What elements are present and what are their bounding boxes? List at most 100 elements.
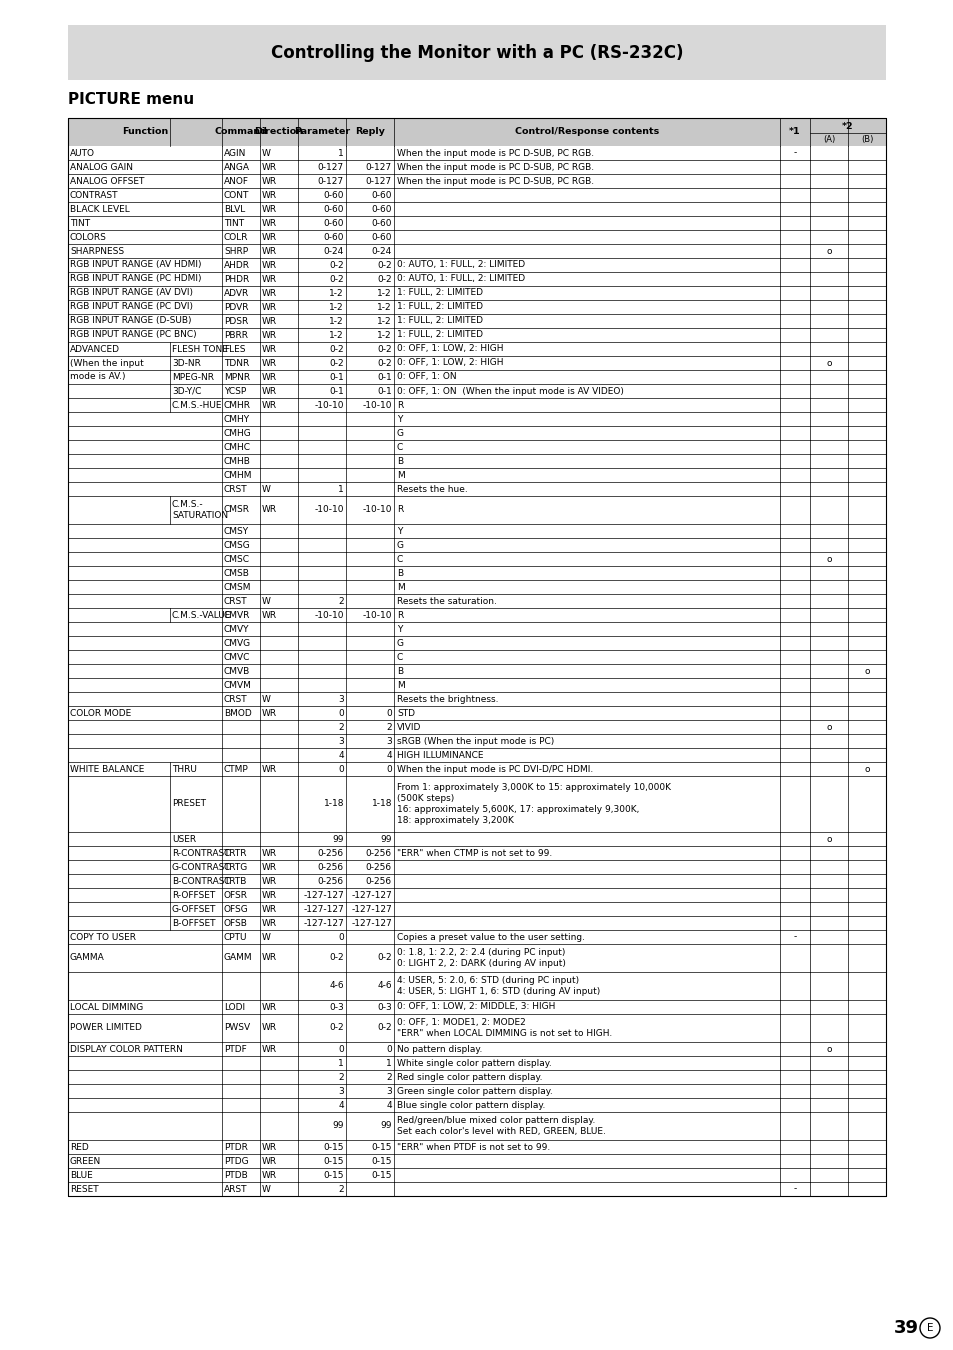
Text: WR: WR [262,876,276,886]
Text: W: W [262,1184,271,1193]
Bar [68,902,885,917]
Bar [68,873,885,888]
Text: W: W [262,933,271,941]
Bar [68,328,885,342]
Text: From 1: approximately 3,000K to 15: approximately 10,000K
(500K steps)
16: appro: From 1: approximately 3,000K to 15: appr… [396,783,670,825]
Text: 0-2: 0-2 [329,1023,344,1033]
Text: 0: OFF, 1: ON: 0: OFF, 1: ON [396,373,456,382]
Text: WR: WR [262,1170,276,1180]
Text: No pattern display.: No pattern display. [396,1045,482,1053]
Text: -127-127: -127-127 [303,891,344,899]
Text: 0-127: 0-127 [366,162,392,171]
Text: 2: 2 [386,1072,392,1081]
Text: B: B [396,568,403,578]
Text: 4: 4 [338,751,344,760]
Text: 0: OFF, 1: ON  (When the input mode is AV VIDEO): 0: OFF, 1: ON (When the input mode is AV… [396,386,623,396]
Text: HIGH ILLUMINANCE: HIGH ILLUMINANCE [396,751,483,760]
Text: ARST: ARST [224,1184,247,1193]
Text: 1: 1 [338,148,344,158]
Text: CMHY: CMHY [224,414,250,424]
Text: YCSP: YCSP [224,386,246,396]
Text: -10-10: -10-10 [314,610,344,620]
Text: 0: 0 [386,1045,392,1053]
Text: CMSC: CMSC [224,555,250,563]
Text: 0-127: 0-127 [366,177,392,185]
Text: FLES: FLES [224,344,245,354]
Bar [68,482,885,495]
Text: USER: USER [172,834,196,844]
Text: Green single color pattern display.: Green single color pattern display. [396,1087,552,1095]
Bar [68,1139,885,1154]
Text: 0-1: 0-1 [376,373,392,382]
Text: G-CONTRAST: G-CONTRAST [172,863,231,872]
Bar [68,888,885,902]
Bar [68,356,885,370]
Text: -127-127: -127-127 [351,904,392,914]
Text: -10-10: -10-10 [314,401,344,409]
Text: CMSB: CMSB [224,568,250,578]
Text: 3: 3 [338,694,344,703]
Text: WR: WR [262,331,276,339]
Text: WR: WR [262,764,276,774]
Text: 4: 4 [386,751,392,760]
Text: "ERR" when CTMP is not set to 99.: "ERR" when CTMP is not set to 99. [396,849,552,857]
Text: -: - [793,933,796,941]
Bar [68,566,885,580]
Bar [68,1014,885,1042]
Bar [68,1042,885,1056]
Text: PICTURE menu: PICTURE menu [68,93,193,108]
Text: CTMP: CTMP [224,764,249,774]
Bar [68,693,885,706]
Text: 1-2: 1-2 [377,316,392,325]
Text: Control/Response contents: Control/Response contents [515,127,659,136]
Bar [68,1084,885,1098]
Text: (When the input: (When the input [70,359,144,367]
Text: CRST: CRST [224,694,248,703]
Text: Resets the saturation.: Resets the saturation. [396,597,497,606]
Bar [68,342,885,356]
Text: 1-18: 1-18 [371,799,392,809]
Bar [68,1183,885,1196]
Bar [68,917,885,930]
Text: Parameter: Parameter [294,127,350,136]
Text: 1: 1 [386,1058,392,1068]
Text: SHARPNESS: SHARPNESS [70,247,124,255]
Text: PTDR: PTDR [224,1142,248,1152]
Text: 0-2: 0-2 [377,261,392,270]
Bar [68,1098,885,1112]
Bar [68,594,885,608]
Text: 0-2: 0-2 [377,359,392,367]
Text: C.M.S.-VALUE: C.M.S.-VALUE [172,610,232,620]
Bar [68,117,885,146]
Bar [68,720,885,734]
Text: 99: 99 [380,1122,392,1130]
Bar [68,1056,885,1071]
Text: PBRR: PBRR [224,331,248,339]
Bar [68,972,885,1000]
Text: 0-15: 0-15 [371,1170,392,1180]
Text: WR: WR [262,386,276,396]
Text: o: o [863,667,869,675]
Bar [68,216,885,230]
Text: WR: WR [262,261,276,270]
Text: BLUE: BLUE [70,1170,92,1180]
Text: o: o [825,359,831,367]
Text: 0-60: 0-60 [323,232,344,242]
Text: ANOF: ANOF [224,177,249,185]
Text: CRST: CRST [224,597,248,606]
Text: CMHB: CMHB [224,456,251,466]
Text: COPY TO USER: COPY TO USER [70,933,136,941]
Text: -: - [793,148,796,158]
Text: CMSM: CMSM [224,582,252,591]
Text: 3: 3 [386,737,392,745]
Text: TDNR: TDNR [224,359,249,367]
Text: 0-2: 0-2 [329,274,344,284]
Text: 0: AUTO, 1: FULL, 2: LIMITED: 0: AUTO, 1: FULL, 2: LIMITED [396,261,524,270]
Text: PTDF: PTDF [224,1045,247,1053]
Bar [68,146,885,161]
Text: 0: AUTO, 1: FULL, 2: LIMITED: 0: AUTO, 1: FULL, 2: LIMITED [396,274,524,284]
Text: WR: WR [262,1157,276,1165]
Text: B-CONTRAST: B-CONTRAST [172,876,230,886]
Text: THRU: THRU [172,764,196,774]
Text: CMVC: CMVC [224,652,250,662]
